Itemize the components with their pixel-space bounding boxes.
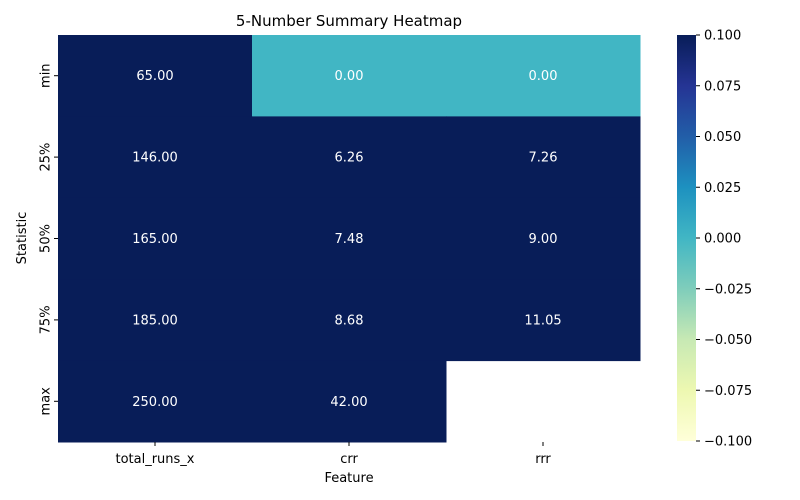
cell-value-label: 7.26	[529, 151, 558, 166]
cell-value-label: 42.00	[330, 395, 367, 410]
y-tick-label: min	[39, 63, 54, 88]
heatmap-cell	[446, 35, 641, 117]
cell-value-label: 146.00	[132, 151, 178, 166]
heatmap-cell	[252, 116, 447, 199]
heatmap-cell	[252, 279, 447, 362]
chart-title: 5-Number Summary Heatmap	[236, 12, 462, 30]
heatmap-cell	[446, 197, 641, 280]
colorbar-tick-label: −0.050	[704, 333, 752, 348]
cell-value-label: 185.00	[132, 313, 178, 328]
y-tick-label: 75%	[39, 305, 54, 334]
cell-value-label: 250.00	[132, 395, 178, 410]
cell-value-label: 65.00	[136, 69, 173, 84]
y-axis-ticks: min 25% 50% 75% max	[39, 63, 58, 416]
y-tick-label: max	[39, 387, 54, 416]
heatmap-cell	[58, 360, 253, 443]
heatmap-cell	[252, 360, 447, 443]
cell-value-label: 0.00	[335, 69, 364, 84]
colorbar-tick-label: −0.025	[704, 282, 752, 297]
heatmap-cell	[252, 35, 447, 117]
x-tick-label: rrr	[535, 452, 551, 467]
heatmap-cell	[446, 279, 641, 362]
x-tick-label: total_runs_x	[115, 452, 194, 467]
cell-value-label: 0.00	[529, 69, 558, 84]
x-tick-label: crr	[340, 452, 358, 467]
y-axis-label: Statistic	[15, 212, 30, 265]
cell-value-label: 11.05	[524, 313, 561, 328]
heatmap-cell	[58, 35, 253, 117]
colorbar-tick-label: 0.075	[704, 79, 741, 94]
colorbar-tick-label: 0.000	[704, 232, 741, 247]
colorbar-tick-label: −0.100	[704, 435, 752, 450]
colorbar-tick-label: −0.075	[704, 384, 752, 399]
y-tick-label: 50%	[39, 224, 54, 253]
colorbar	[677, 35, 696, 441]
colorbar-tick-label: 0.025	[704, 181, 741, 196]
colorbar-tick-label: 0.100	[704, 29, 741, 44]
cell-value-label: 8.68	[335, 313, 364, 328]
heatmap-cell	[446, 116, 641, 199]
heatmap-cell	[58, 116, 253, 199]
colorbar-tick-label: 0.050	[704, 130, 741, 145]
cell-value-label: 165.00	[132, 232, 178, 247]
y-tick-label: 25%	[39, 143, 54, 172]
x-axis-label: Feature	[324, 471, 373, 486]
colorbar-ticks: 0.100 0.075 0.050 0.025 0.000 −0.025 −0.050 −0.…	[696, 29, 752, 450]
heatmap-cell	[58, 279, 253, 362]
cell-value-label: 7.48	[335, 232, 364, 247]
cell-value-label: 9.00	[529, 232, 558, 247]
x-axis-ticks: total_runs_x crr rrr	[115, 442, 551, 467]
heatmap-cells: 65.00 0.00 0.00 146.00 6.26 7.26 165.00 7.48 9.0…	[58, 35, 641, 443]
heatmap-cell	[58, 197, 253, 280]
heatmap-cell	[252, 197, 447, 280]
cell-value-label: 6.26	[335, 151, 364, 166]
